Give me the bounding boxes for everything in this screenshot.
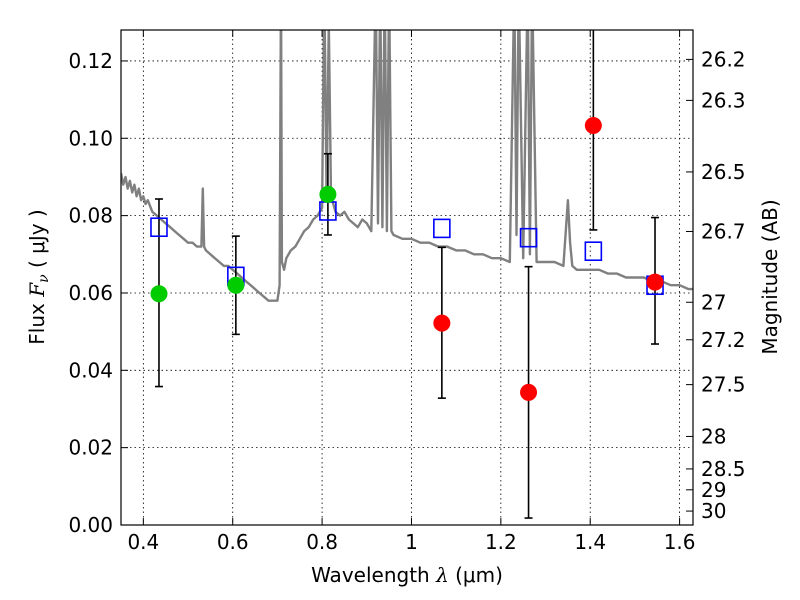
y-axis-label-subscript: ν bbox=[36, 274, 52, 283]
model-point bbox=[519, 227, 538, 248]
magnitude-tick-label: 28.5 bbox=[701, 457, 746, 481]
y-tick-label: 0.10 bbox=[68, 126, 113, 150]
detection-point bbox=[227, 276, 245, 294]
x-tick-label: 0.8 bbox=[306, 530, 338, 554]
measured-points bbox=[150, 117, 664, 401]
magnitude-tick-label: 26.3 bbox=[701, 88, 746, 112]
y-tick-label: 0.06 bbox=[68, 281, 113, 305]
right-axis-label: Magnitude (AB) bbox=[758, 199, 782, 354]
non-detection-point bbox=[520, 383, 538, 401]
magnitude-tick-label: 26.2 bbox=[701, 47, 746, 71]
x-tick-label: 0.4 bbox=[127, 530, 159, 554]
x-tick-label: 0.6 bbox=[217, 530, 249, 554]
magnitude-tick-label: 27.5 bbox=[701, 373, 746, 397]
x-tick-label: 1.6 bbox=[664, 530, 696, 554]
magnitude-tick-label: 27 bbox=[701, 290, 726, 314]
x-tick-label: 1.4 bbox=[574, 530, 606, 554]
plot-frame bbox=[120, 29, 694, 526]
magnitude-tick-label: 26.5 bbox=[701, 160, 746, 184]
y-axis-label-prefix: Flux bbox=[25, 297, 49, 345]
y-tick-labels: 0.00 0.02 0.04 0.06 0.08 0.10 0.12 bbox=[68, 49, 113, 537]
magnitude-tick-label: 30 bbox=[701, 499, 726, 523]
x-axis-label-prefix: Wavelength bbox=[311, 563, 436, 587]
magnitude-tick-label: 27.2 bbox=[701, 328, 746, 352]
magnitude-tick-label: 28 bbox=[701, 424, 726, 448]
model-point bbox=[150, 217, 168, 238]
detection-point bbox=[150, 285, 168, 303]
y-tick-label: 0.04 bbox=[68, 358, 113, 382]
model-point bbox=[584, 241, 603, 262]
y-axis-label: Flux Fν ( μJy ) bbox=[25, 209, 52, 344]
magnitude-tick-label: 29 bbox=[701, 478, 726, 502]
y-tick-label: 0.02 bbox=[68, 436, 113, 460]
model-point bbox=[433, 218, 451, 239]
magnitude-tick-label: 26.7 bbox=[701, 219, 746, 243]
x-tick-label: 1 bbox=[405, 530, 418, 554]
x-axis-label-symbol: λ bbox=[435, 563, 449, 587]
x-axis-label-unit: (μm) bbox=[449, 563, 503, 587]
y-tick-label: 0.12 bbox=[68, 49, 113, 73]
y-tick-label: 0.00 bbox=[68, 513, 113, 537]
non-detection-point bbox=[433, 314, 451, 332]
y-axis-label-unit: ( μJy ) bbox=[25, 209, 49, 274]
plot-background bbox=[121, 30, 693, 525]
axis-ticks bbox=[121, 30, 693, 526]
x-axis-label: Wavelength λ (μm) bbox=[311, 563, 503, 587]
non-detection-point bbox=[584, 117, 602, 135]
y-tick-label: 0.08 bbox=[68, 204, 113, 228]
y-axis-label-symbol: F bbox=[25, 282, 49, 298]
x-tick-label: 1.2 bbox=[485, 530, 517, 554]
x-tick-labels: 0.4 0.6 0.8 1 1.2 1.4 1.6 bbox=[127, 530, 695, 554]
detection-point bbox=[319, 185, 337, 203]
non-detection-point bbox=[646, 273, 664, 291]
